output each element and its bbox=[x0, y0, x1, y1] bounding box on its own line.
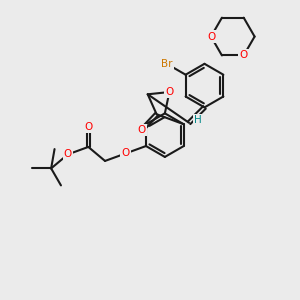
Text: O: O bbox=[122, 148, 130, 158]
Text: O: O bbox=[64, 149, 72, 159]
Text: O: O bbox=[84, 122, 92, 132]
Text: O: O bbox=[240, 50, 248, 60]
Text: O: O bbox=[165, 87, 173, 97]
Text: H: H bbox=[194, 115, 202, 125]
Text: Br: Br bbox=[161, 59, 172, 69]
Text: O: O bbox=[138, 125, 146, 135]
Text: O: O bbox=[207, 32, 215, 42]
